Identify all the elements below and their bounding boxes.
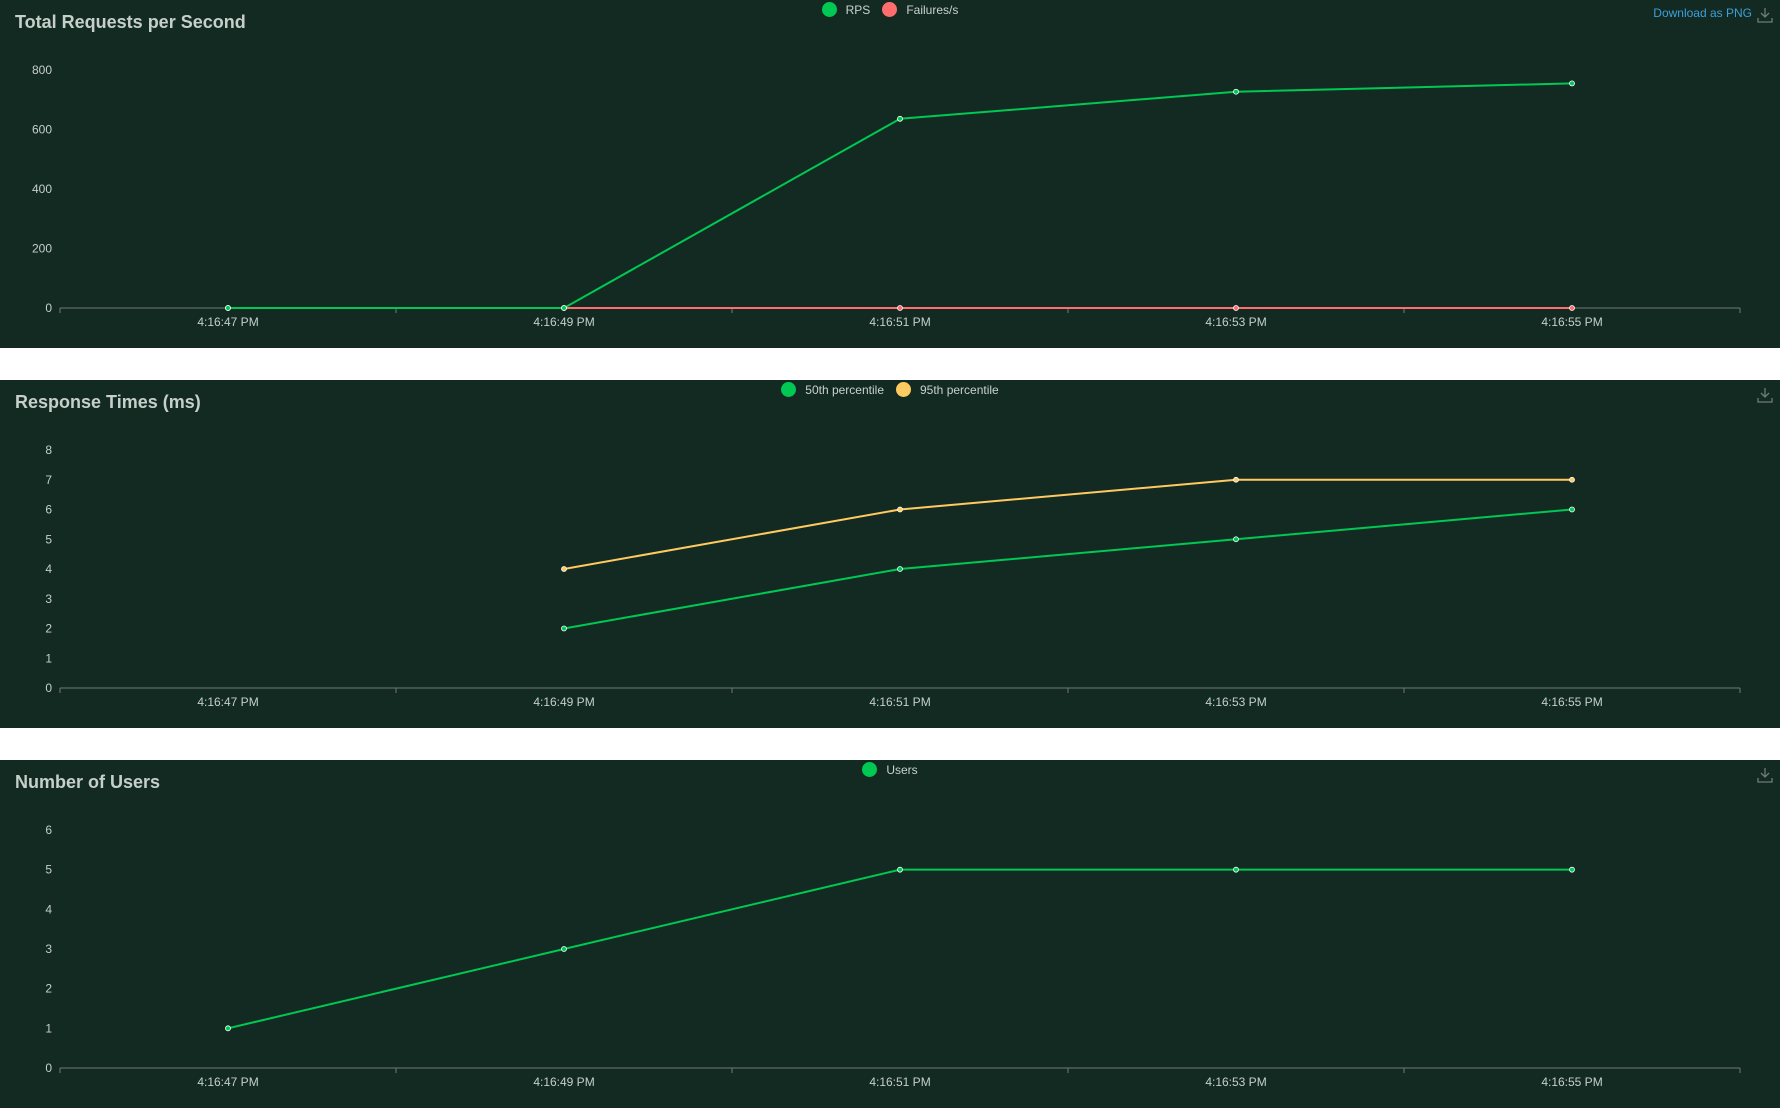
legend-item-failures[interactable]: Failures/s <box>882 2 958 17</box>
x-tick-label: 4:16:51 PM <box>869 695 930 709</box>
y-tick-label: 4 <box>45 562 52 576</box>
download-as-png-link[interactable]: Download as PNG <box>1653 6 1752 20</box>
y-tick-label: 1 <box>45 1021 52 1035</box>
users-chart: 4:16:47 PM 4:16:49 PM 4:16:51 PM 4:16:53 PM… <box>45 823 1741 1089</box>
y-tick-label: 600 <box>32 123 52 137</box>
data-point[interactable] <box>897 866 903 873</box>
legend-item-95th[interactable]: 95th percentile <box>896 382 999 397</box>
legend-dot-users <box>862 762 878 777</box>
download-icon[interactable] <box>1757 767 1773 783</box>
x-tick-label: 4:16:49 PM <box>533 315 594 329</box>
x-tick-label: 4:16:47 PM <box>197 695 258 709</box>
y-tick-label: 2 <box>45 982 52 996</box>
response-times-legend: 50th percentile 95th percentile <box>0 382 1780 397</box>
data-point[interactable] <box>897 115 903 122</box>
users-chart-panel: 4:16:47 PM 4:16:49 PM 4:16:51 PM 4:16:53 PM… <box>0 760 1780 1108</box>
data-point[interactable] <box>561 946 567 952</box>
y-tick-label: 3 <box>45 942 52 956</box>
data-point[interactable] <box>1569 476 1575 483</box>
x-tick-label: 4:16:53 PM <box>1205 695 1266 709</box>
legend-item-users[interactable]: Users <box>862 762 918 777</box>
data-point[interactable] <box>897 566 903 572</box>
y-tick-label: 800 <box>32 63 52 77</box>
data-point[interactable] <box>1569 506 1575 513</box>
legend-label-users: Users <box>886 762 918 777</box>
legend-dot-50th <box>781 382 797 397</box>
series-line <box>563 478 1572 570</box>
legend-dot-failures <box>882 2 898 17</box>
download-icon[interactable] <box>1757 387 1773 403</box>
data-point[interactable] <box>1233 476 1239 483</box>
y-tick-label: 8 <box>45 443 52 457</box>
data-point[interactable] <box>1569 80 1575 87</box>
y-tick-label: 6 <box>45 823 52 837</box>
users-legend: Users <box>0 762 1780 777</box>
y-tick-label: 0 <box>45 301 52 315</box>
data-point[interactable] <box>1233 536 1239 543</box>
legend-label-failures: Failures/s <box>906 2 959 17</box>
response-times-chart-panel: 4:16:47 PM 4:16:49 PM 4:16:51 PM 4:16:53 PM… <box>0 380 1780 728</box>
legend-label-50th: 50th percentile <box>805 382 884 397</box>
x-tick-label: 4:16:47 PM <box>197 315 258 329</box>
rps-chart-title: Total Requests per Second <box>15 12 246 32</box>
response-times-chart: 4:16:47 PM 4:16:49 PM 4:16:51 PM 4:16:53 PM… <box>45 443 1741 709</box>
data-point[interactable] <box>1233 88 1239 95</box>
data-point[interactable] <box>1233 305 1239 311</box>
legend-item-50th[interactable]: 50th percentile <box>781 382 884 397</box>
legend-dot-95th <box>896 382 911 397</box>
data-point[interactable] <box>1569 866 1575 873</box>
data-point[interactable] <box>561 566 567 572</box>
y-tick-label: 400 <box>32 182 52 196</box>
y-tick-label: 5 <box>45 532 52 546</box>
y-tick-label: 7 <box>45 473 52 487</box>
users-chart-title: Number of Users <box>15 772 161 792</box>
x-tick-label: 4:16:49 PM <box>533 695 594 709</box>
data-point[interactable] <box>561 625 567 632</box>
download-icon[interactable] <box>1757 7 1773 23</box>
x-tick-label: 4:16:53 PM <box>1205 1075 1266 1089</box>
data-point[interactable] <box>1569 305 1575 311</box>
download-as-png-label: Download as PNG <box>1653 6 1752 20</box>
data-point[interactable] <box>225 1025 231 1032</box>
series-line <box>227 868 1572 1030</box>
rps-legend: RPS Failures/s <box>0 2 1780 17</box>
x-tick-label: 4:16:55 PM <box>1541 1075 1602 1089</box>
x-tick-label: 4:16:49 PM <box>533 1075 594 1089</box>
x-tick-label: 4:16:55 PM <box>1541 695 1602 709</box>
y-tick-label: 200 <box>32 242 52 256</box>
y-tick-label: 0 <box>45 1061 52 1075</box>
rps-chart: 4:16:47 PM 4:16:49 PM 4:16:51 PM 4:16:53 PM… <box>32 63 1741 329</box>
y-tick-label: 6 <box>45 503 52 517</box>
legend-item-rps[interactable]: RPS <box>821 2 871 17</box>
x-tick-label: 4:16:51 PM <box>869 315 930 329</box>
x-tick-label: 4:16:47 PM <box>197 1075 258 1089</box>
x-tick-label: 4:16:55 PM <box>1541 315 1602 329</box>
data-point[interactable] <box>225 305 231 311</box>
y-tick-label: 2 <box>45 622 52 636</box>
legend-label-95th: 95th percentile <box>920 382 999 397</box>
y-tick-label: 3 <box>45 592 52 606</box>
response-times-chart-title: Response Times (ms) <box>15 392 201 412</box>
data-point[interactable] <box>897 305 903 311</box>
y-tick-label: 5 <box>45 863 52 877</box>
x-tick-label: 4:16:53 PM <box>1205 315 1266 329</box>
x-tick-label: 4:16:51 PM <box>869 1075 930 1089</box>
y-tick-label: 4 <box>45 902 52 916</box>
y-tick-label: 0 <box>45 681 52 695</box>
y-tick-label: 1 <box>45 651 52 665</box>
series-line <box>563 508 1573 630</box>
rps-chart-panel: 4:16:47 PM 4:16:49 PM 4:16:51 PM 4:16:53 PM… <box>0 0 1780 348</box>
legend-dot-rps <box>821 2 837 17</box>
data-point[interactable] <box>1233 866 1239 873</box>
legend-label-rps: RPS <box>845 2 871 17</box>
data-point[interactable] <box>897 506 903 513</box>
data-point[interactable] <box>561 305 567 311</box>
